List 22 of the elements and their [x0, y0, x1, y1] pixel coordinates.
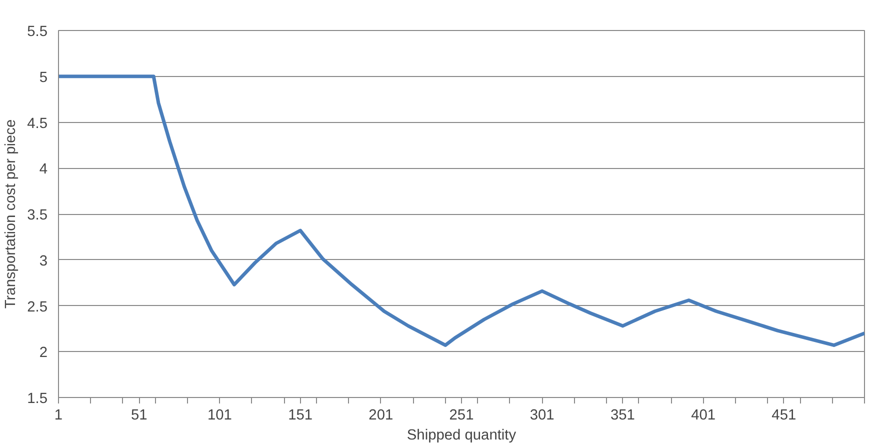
y-tick-label: 4	[39, 162, 48, 178]
x-tick-label: 1	[54, 408, 63, 424]
x-tick-label: 201	[368, 408, 394, 424]
x-tick-label: 251	[449, 408, 474, 424]
y-tick-label: 3	[39, 253, 48, 270]
x-tick-label: 401	[691, 408, 716, 424]
x-axis-title: Shipped quantity	[406, 428, 517, 444]
x-tick-label: 451	[772, 408, 796, 424]
y-tick-label: 5.5	[27, 24, 48, 40]
y-tick-label: 2.5	[27, 299, 48, 316]
y-tick-label: 3.5	[27, 208, 48, 224]
x-tick-label: 301	[530, 408, 554, 424]
x-tick-label: 351	[610, 408, 635, 424]
x-tick-label: 51	[130, 408, 148, 424]
y-tick-label: 4.5	[27, 116, 48, 132]
x-tick-label: 151	[288, 408, 313, 424]
y-tick-label: 2	[39, 345, 48, 362]
y-tick-label: 1.5	[27, 391, 48, 407]
y-axis-title: Transportation cost per piece	[3, 119, 20, 309]
y-tick-label: 5	[39, 70, 48, 86]
line-series	[58, 74, 864, 347]
x-tick-label: 101	[207, 408, 232, 424]
